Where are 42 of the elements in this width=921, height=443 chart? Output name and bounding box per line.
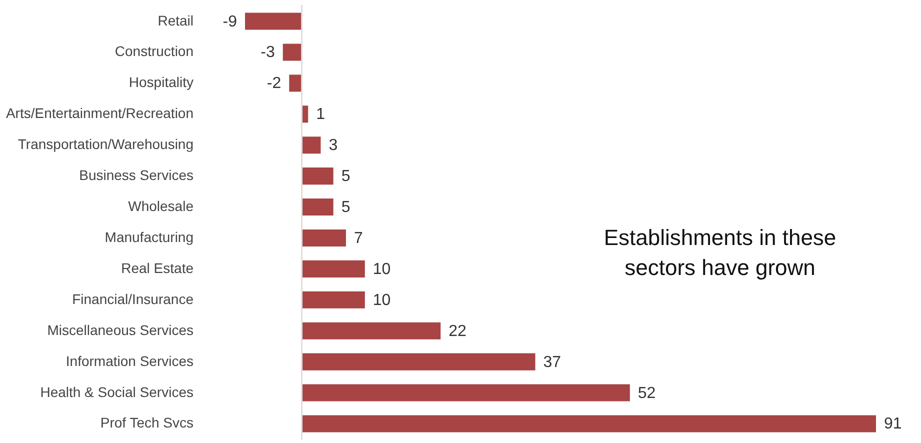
- data-label: 37: [543, 354, 562, 371]
- y-tick-label: Prof Tech Svcs: [100, 414, 194, 431]
- y-tick-label: Information Services: [66, 352, 194, 369]
- data-label: 91: [884, 416, 902, 433]
- bar: [302, 229, 346, 246]
- y-tick-label: Retail: [158, 12, 194, 28]
- bar: [302, 168, 334, 185]
- data-label: 1: [316, 106, 326, 124]
- y-tick-label: Transportation/Warehousing: [18, 136, 194, 152]
- data-label: 52: [638, 384, 656, 402]
- data-label: -2: [266, 75, 282, 92]
- bar: [302, 291, 365, 308]
- bar: [302, 384, 630, 402]
- y-tick-label: Manufacturing: [104, 228, 194, 245]
- y-tick-label: Financial/Insurance: [72, 290, 194, 307]
- y-tick-label: Wholesale: [128, 198, 194, 214]
- bar: [302, 198, 334, 216]
- data-label: 5: [341, 199, 350, 216]
- data-label: 5: [341, 168, 350, 186]
- bar: [289, 74, 302, 92]
- y-tick-label: Health & Social Services: [40, 384, 194, 400]
- bar: [302, 353, 536, 370]
- data-label: 10: [372, 292, 391, 309]
- y-tick-label: Construction: [114, 43, 194, 60]
- bar: [245, 12, 302, 30]
- data-label: 3: [328, 137, 338, 154]
- y-tick-label: Hospitality: [128, 74, 194, 90]
- y-tick-label: Miscellaneous Services: [47, 322, 194, 338]
- y-tick-label: Arts/Entertainment/Recreation: [6, 105, 194, 122]
- bar: [282, 44, 302, 61]
- data-label: 22: [448, 322, 467, 340]
- data-label: 10: [372, 260, 391, 278]
- y-tick-label: Real Estate: [121, 260, 194, 276]
- y-tick-label: Business Services: [79, 167, 194, 184]
- data-label: -3: [260, 44, 275, 62]
- data-label: 7: [354, 230, 363, 247]
- bar: [302, 260, 365, 278]
- data-label: -9: [222, 13, 238, 30]
- bar: [302, 322, 441, 340]
- bar: [302, 136, 321, 154]
- bar: [302, 415, 876, 432]
- annotation: Establishments in these sectors have grown: [604, 225, 836, 280]
